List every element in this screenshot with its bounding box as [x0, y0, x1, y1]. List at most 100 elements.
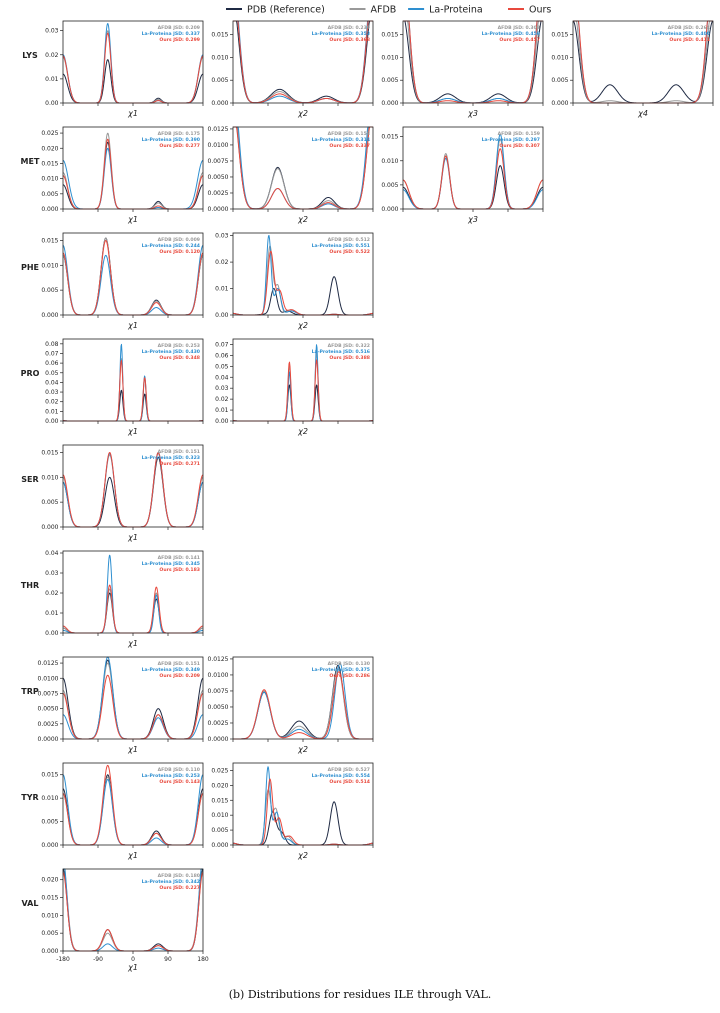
panel-val-chi1: 0.000 0.005 0.010 0.015 0.020 -180 -90 0 90 180 χ1… [41, 868, 209, 972]
y-tick-label: 0.08 [45, 341, 59, 348]
panel-lys-chi2: 0.000 0.005 0.010 0.015 χ2 AFDB JSD: 0.239La-… [211, 20, 374, 118]
series-line-ours [232, 250, 374, 316]
series-line-pdb [232, 801, 374, 846]
jsd-annotation-afdb: AFDB JSD: 0.151 [158, 661, 200, 667]
residue-row-ser: SER 0.000 0.005 0.010 0.015 χ1 AFDB JSD: 0.151… [21, 444, 204, 542]
y-tick-label: 0.03 [45, 570, 59, 577]
jsd-annotation-afdb: AFDB JSD: 0.175 [158, 131, 200, 137]
jsd-annotation-afdb: AFDB JSD: 0.209 [158, 25, 200, 31]
jsd-annotation-afdb: AFDB JSD: 0.527 [328, 767, 370, 773]
y-tick-label: 0.01 [45, 408, 59, 415]
y-tick-label: 0.015 [551, 32, 568, 39]
series-line-ours [62, 584, 204, 634]
y-tick-label: 0.0050 [208, 704, 229, 711]
jsd-annotation-afdb: AFDB JSD: 0.141 [158, 555, 200, 561]
figure: PDB (Reference) AFDB La-Proteina Ours LYS 0.0… [21, 5, 714, 972]
panel-tyr-chi2: 0.000 0.005 0.010 0.015 0.020 0.025 χ2 AFDB JSD… [211, 762, 374, 860]
jsd-annotation-ours: Ours JSD: 0.307 [499, 143, 540, 149]
jsd-annotation-ours: Ours JSD: 0.348 [159, 355, 200, 361]
series-line-pdb [62, 141, 204, 210]
x-axis-label: χ1 [127, 215, 138, 224]
x-tick-label: 0 [131, 956, 135, 963]
residue-row-met: MET 0.000 0.005 0.010 0.015 0.020 0.025 χ1 AFDB … [21, 126, 544, 224]
x-tick-label: 180 [197, 956, 209, 963]
x-axis-label: χ3 [467, 109, 478, 118]
series-line-ours [233, 671, 373, 740]
y-tick-label: 0.02 [45, 399, 59, 406]
x-axis-label: χ1 [127, 963, 138, 972]
y-tick-label: 0.00 [45, 630, 59, 637]
panel-lys-chi3: 0.000 0.005 0.010 0.015 χ3 AFDB JSD: 0.308La-… [381, 20, 544, 118]
jsd-annotation-afdb: AFDB JSD: 0.308 [498, 25, 540, 31]
x-axis-label: χ1 [127, 533, 138, 542]
jsd-annotation-ours: Ours JSD: 0.514 [329, 779, 370, 785]
series-line-afdb [232, 789, 374, 846]
jsd-annotation-afdb: AFDB JSD: 0.130 [328, 661, 370, 667]
y-tick-label: 0.01 [45, 610, 59, 617]
y-tick-label: 0.07 [45, 350, 59, 357]
series-line-afdb [402, 138, 544, 210]
residue-label: LYS [22, 51, 38, 60]
jsd-annotation-afdb: AFDB JSD: 0.264 [668, 25, 710, 31]
x-tick-label: -90 [93, 956, 103, 963]
y-tick-label: 0.025 [211, 767, 228, 774]
x-axis-label: χ1 [127, 321, 138, 330]
series-line-ours [232, 359, 374, 422]
y-tick-label: 0.000 [41, 524, 58, 531]
y-tick-label: 0.005 [41, 819, 58, 826]
jsd-annotation-la-proteina: La-Proteina JSD: 0.459 [482, 31, 540, 37]
y-tick-label: 0.010 [41, 795, 58, 802]
legend-label-1: AFDB [371, 5, 397, 16]
residue-label: TRP [21, 687, 39, 696]
y-tick-label: 0.020 [211, 782, 228, 789]
residue-row-trp: TRP 0.0000 0.0025 0.0050 0.0075 0.0100 0.0125 χ… [21, 656, 374, 754]
residue-label: PRO [21, 369, 40, 378]
y-tick-label: 0.04 [45, 550, 59, 557]
x-axis-label: χ2 [297, 851, 308, 860]
series-line-la-proteina [62, 774, 204, 846]
jsd-annotation-afdb: AFDB JSD: 0.159 [498, 131, 540, 137]
y-tick-label: 0.0025 [208, 190, 229, 197]
y-tick-label: 0.010 [41, 912, 58, 919]
panel-phe-chi2: 0.00 0.01 0.02 0.03 χ2 AFDB JSD: 0.512La-Prot… [215, 232, 374, 330]
y-tick-label: 0.0075 [208, 688, 229, 695]
jsd-annotation-la-proteina: La-Proteina JSD: 0.353 [312, 31, 370, 37]
residue-label: SER [21, 475, 38, 484]
jsd-annotation-la-proteina: La-Proteina JSD: 0.342 [142, 879, 200, 885]
jsd-annotation-afdb: AFDB JSD: 0.239 [328, 25, 370, 31]
x-axis-label: χ2 [297, 321, 308, 330]
y-tick-label: 0.005 [41, 287, 58, 294]
y-tick-label: 0.000 [211, 100, 228, 107]
x-axis-label: χ1 [127, 427, 138, 436]
y-tick-label: 0.000 [41, 948, 58, 955]
series-line-ours [62, 32, 204, 104]
panel-thr-chi1: 0.00 0.01 0.02 0.03 0.04 χ1 AFDB JSD: 0.141La-… [45, 550, 204, 648]
y-tick-label: 0.03 [45, 389, 59, 396]
y-tick-label: 0.020 [41, 877, 58, 884]
y-tick-label: 0.010 [41, 474, 58, 481]
y-tick-label: 0.010 [41, 176, 58, 183]
residue-row-thr: THR 0.00 0.01 0.02 0.03 0.04 χ1 AFDB JSD: 0.141… [21, 550, 204, 648]
y-tick-label: 0.015 [211, 797, 228, 804]
y-tick-label: 0.06 [215, 352, 229, 359]
y-tick-label: 0.01 [215, 407, 229, 414]
series-line-afdb [233, 668, 373, 740]
series-line-pdb [232, 384, 374, 422]
panel-tyr-chi1: 0.000 0.005 0.010 0.015 χ1 AFDB JSD: 0.110La-… [41, 762, 204, 860]
x-axis-label: χ3 [467, 215, 478, 224]
y-tick-label: 0.005 [41, 191, 58, 198]
series-line-ours [62, 360, 204, 422]
jsd-annotation-ours: Ours JSD: 0.277 [159, 143, 200, 149]
x-tick-label: -180 [56, 956, 70, 963]
y-tick-label: 0.0125 [208, 126, 229, 133]
series-line-pdb [62, 59, 204, 104]
jsd-annotation-la-proteina: La-Proteina JSD: 0.323 [142, 455, 200, 461]
figure-caption: (b) Distributions for residues ILE throu… [228, 988, 492, 1001]
x-axis-label: χ2 [297, 427, 308, 436]
jsd-annotation-ours: Ours JSD: 0.143 [159, 779, 200, 785]
y-tick-label: 0.015 [381, 134, 398, 141]
y-tick-label: 0.02 [45, 590, 59, 597]
y-tick-label: 0.01 [215, 286, 229, 293]
y-tick-label: 0.000 [41, 842, 58, 849]
y-tick-label: 0.04 [215, 374, 229, 381]
